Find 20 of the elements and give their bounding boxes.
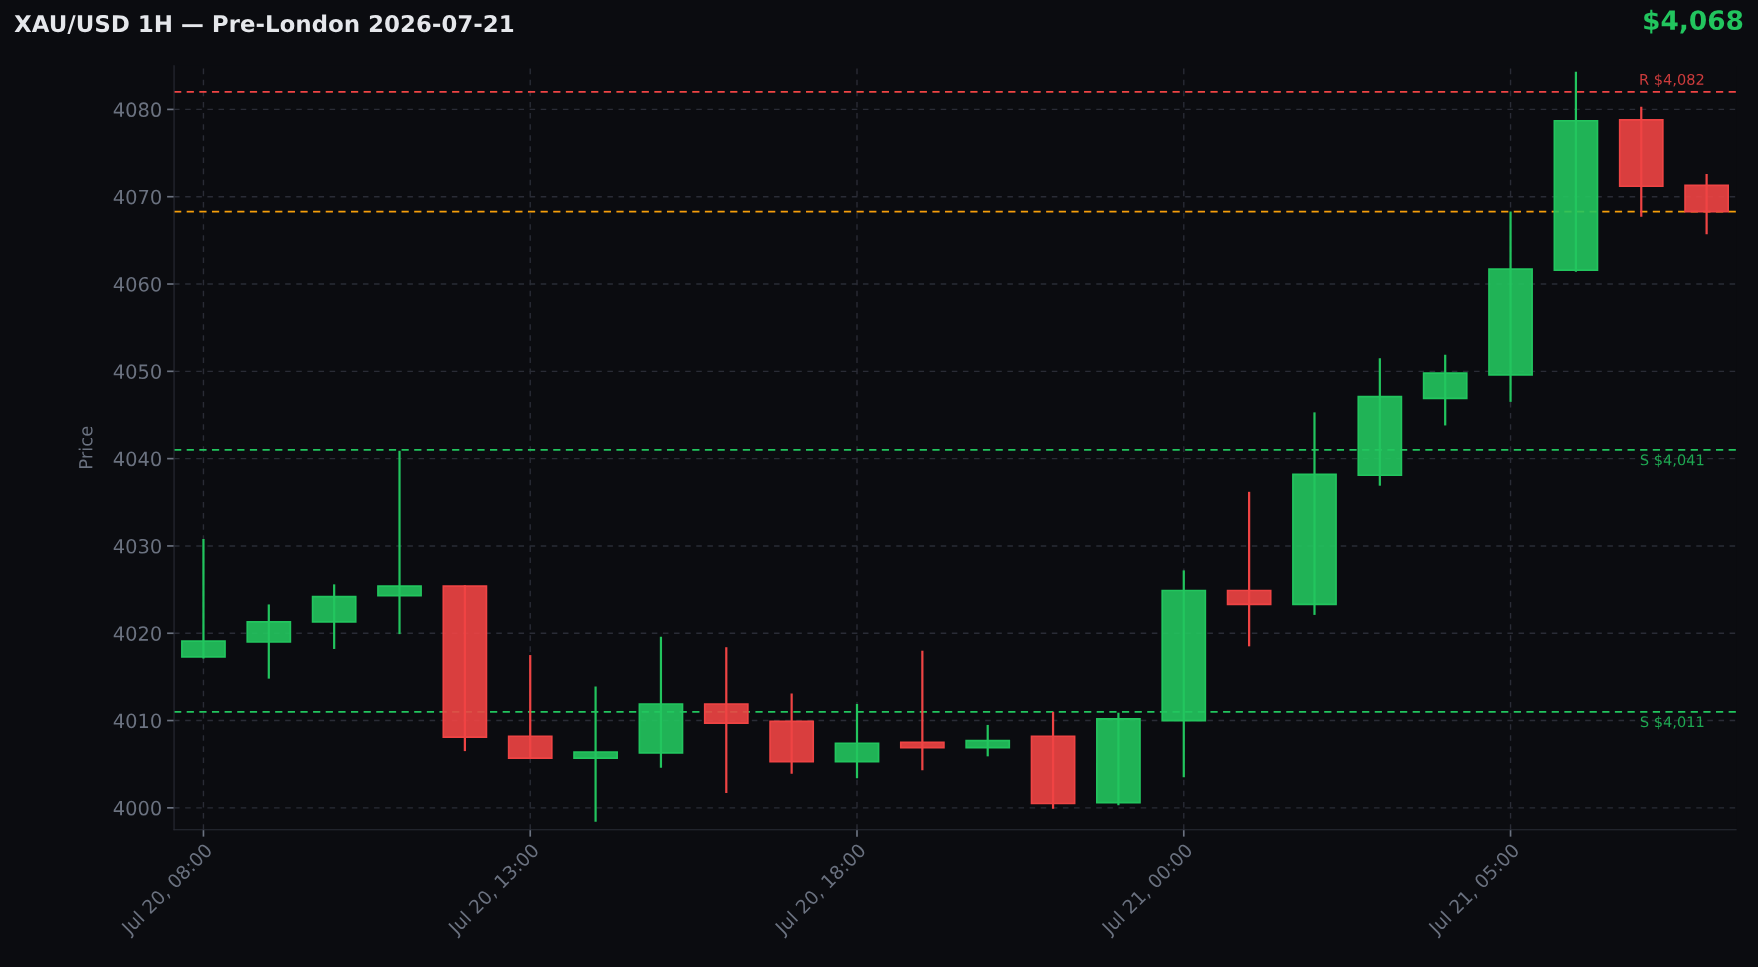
candlestick — [1226, 490, 1272, 648]
candlestick — [377, 449, 422, 636]
ref-line-label: R $4,082 — [1640, 73, 1704, 87]
y-tick-label: 4060 — [113, 276, 161, 292]
y-tick-label: 4070 — [113, 189, 161, 205]
y-tick-label: 4040 — [113, 451, 161, 467]
candlestick — [181, 537, 226, 660]
y-tick-label: 4080 — [113, 102, 161, 118]
ref-line-label: S $4,041 — [1640, 454, 1704, 468]
ref-line-label: S $4,011 — [1640, 715, 1704, 730]
y-tick-label: 4020 — [113, 626, 161, 641]
candlestick — [965, 723, 1011, 758]
chart-title: XAU/USD 1H — Pre-London 2026-07-21 — [14, 14, 514, 35]
y-tick-label: 4000 — [113, 800, 161, 816]
y-tick-label: 4030 — [113, 538, 161, 554]
y-axis-title: Price — [78, 426, 93, 468]
text: $4,068 — [1644, 9, 1743, 34]
candlestick — [703, 646, 749, 795]
y-tick-label: 4010 — [113, 713, 161, 729]
y-tick-label: 4050 — [113, 364, 161, 379]
